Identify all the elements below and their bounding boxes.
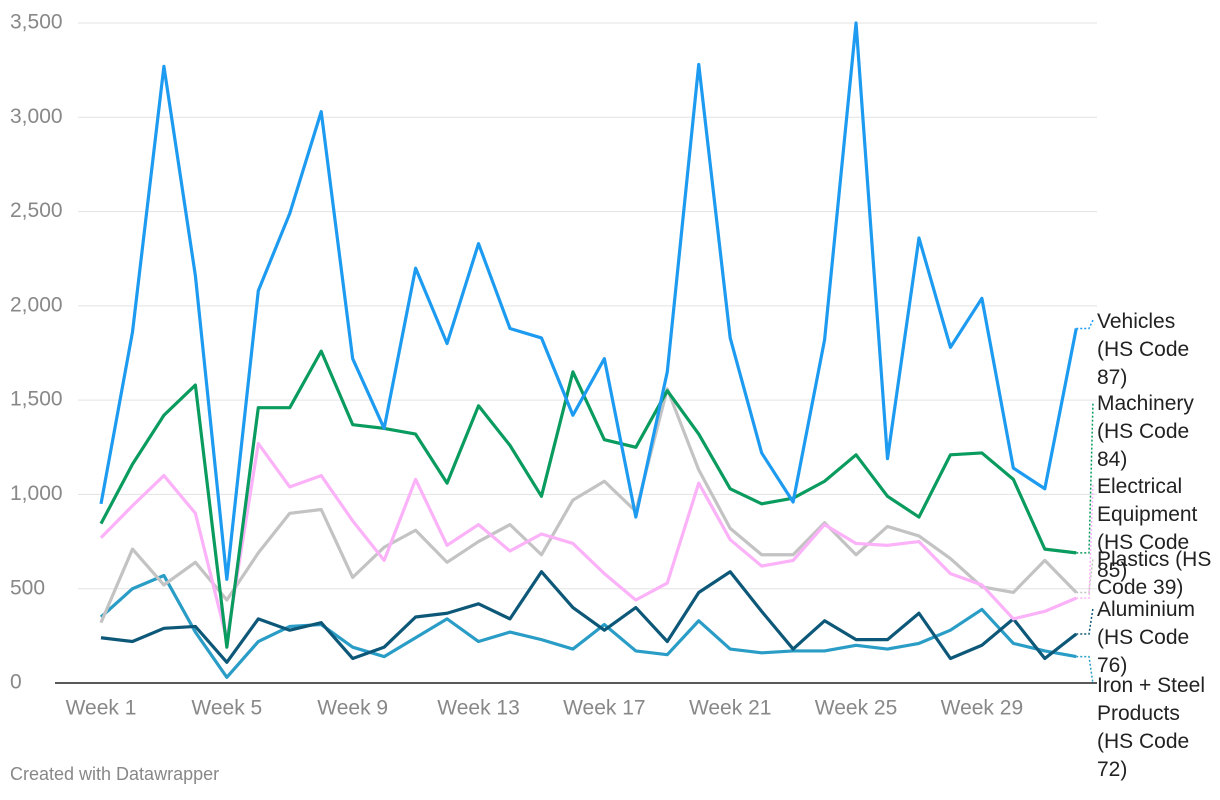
series-label: Electrical Equipment (HS Code 85)	[1097, 475, 1198, 582]
series-label: Vehicles (HS Code 87)	[1097, 310, 1190, 389]
label-connector	[1076, 655, 1094, 685]
x-tick-label: Week 21	[689, 697, 772, 720]
x-tick-label: Week 13	[437, 697, 520, 720]
series-label: Machinery (HS Code 84)	[1097, 392, 1194, 471]
series-line	[99, 21, 1078, 581]
series-line	[99, 441, 1077, 642]
y-tick-label: 3,500	[10, 11, 63, 34]
series-label: Plastics (HS Code 39)	[1097, 548, 1212, 599]
y-tick-label: 1,500	[10, 388, 63, 411]
y-tick-label: 2,500	[10, 199, 63, 222]
x-tick-label: Week 29	[941, 697, 1024, 720]
label-connector	[1076, 319, 1094, 330]
label-connector	[1076, 484, 1094, 599]
x-tick-label: Week 17	[563, 697, 646, 720]
y-tick-label: 500	[10, 576, 45, 599]
y-tick-label: 3,000	[10, 105, 63, 128]
x-tick-label: Week 1	[66, 697, 137, 720]
x-tick-label: Week 25	[815, 697, 898, 720]
series-line	[99, 349, 1077, 649]
x-tick-label: Week 5	[191, 697, 262, 720]
footer: Created with Datawrapper	[10, 764, 220, 784]
label-connector	[1076, 607, 1094, 635]
x-tick-label: Week 9	[317, 697, 388, 720]
series-line	[99, 387, 1078, 624]
label-connector	[1076, 401, 1094, 554]
y-tick-label: 1,000	[10, 482, 63, 505]
label-connector	[1076, 557, 1094, 594]
series-line	[99, 573, 1077, 679]
series-line	[100, 570, 1078, 664]
series-label: Iron + Steel Products (HS Code 72)	[1097, 674, 1205, 781]
series-label: Aluminium (HS Code 76)	[1097, 598, 1196, 677]
y-tick-label: 2,000	[10, 293, 63, 316]
y-tick-label: 0	[10, 671, 22, 694]
